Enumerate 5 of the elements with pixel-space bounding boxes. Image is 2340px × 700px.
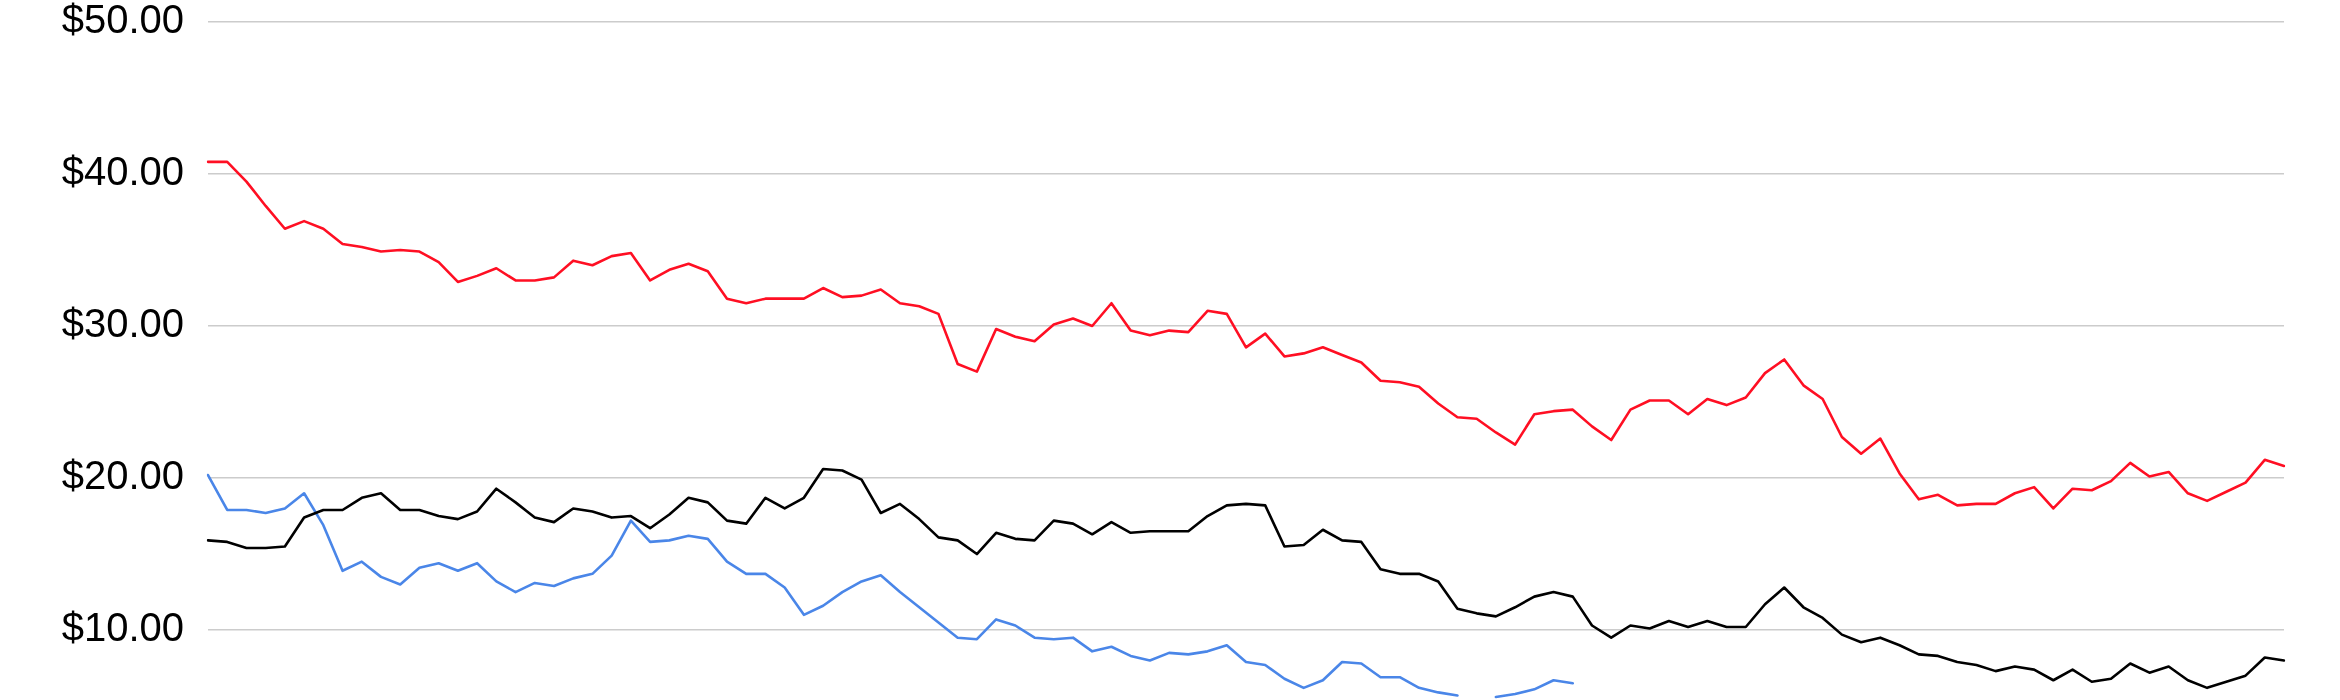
y-tick-label: $30.00 xyxy=(61,301,184,346)
y-tick-label: $20.00 xyxy=(61,453,184,498)
y-tick-label: $40.00 xyxy=(61,149,184,194)
y-tick-label: $10.00 xyxy=(61,605,184,650)
y-tick-label: $50.00 xyxy=(61,0,184,42)
